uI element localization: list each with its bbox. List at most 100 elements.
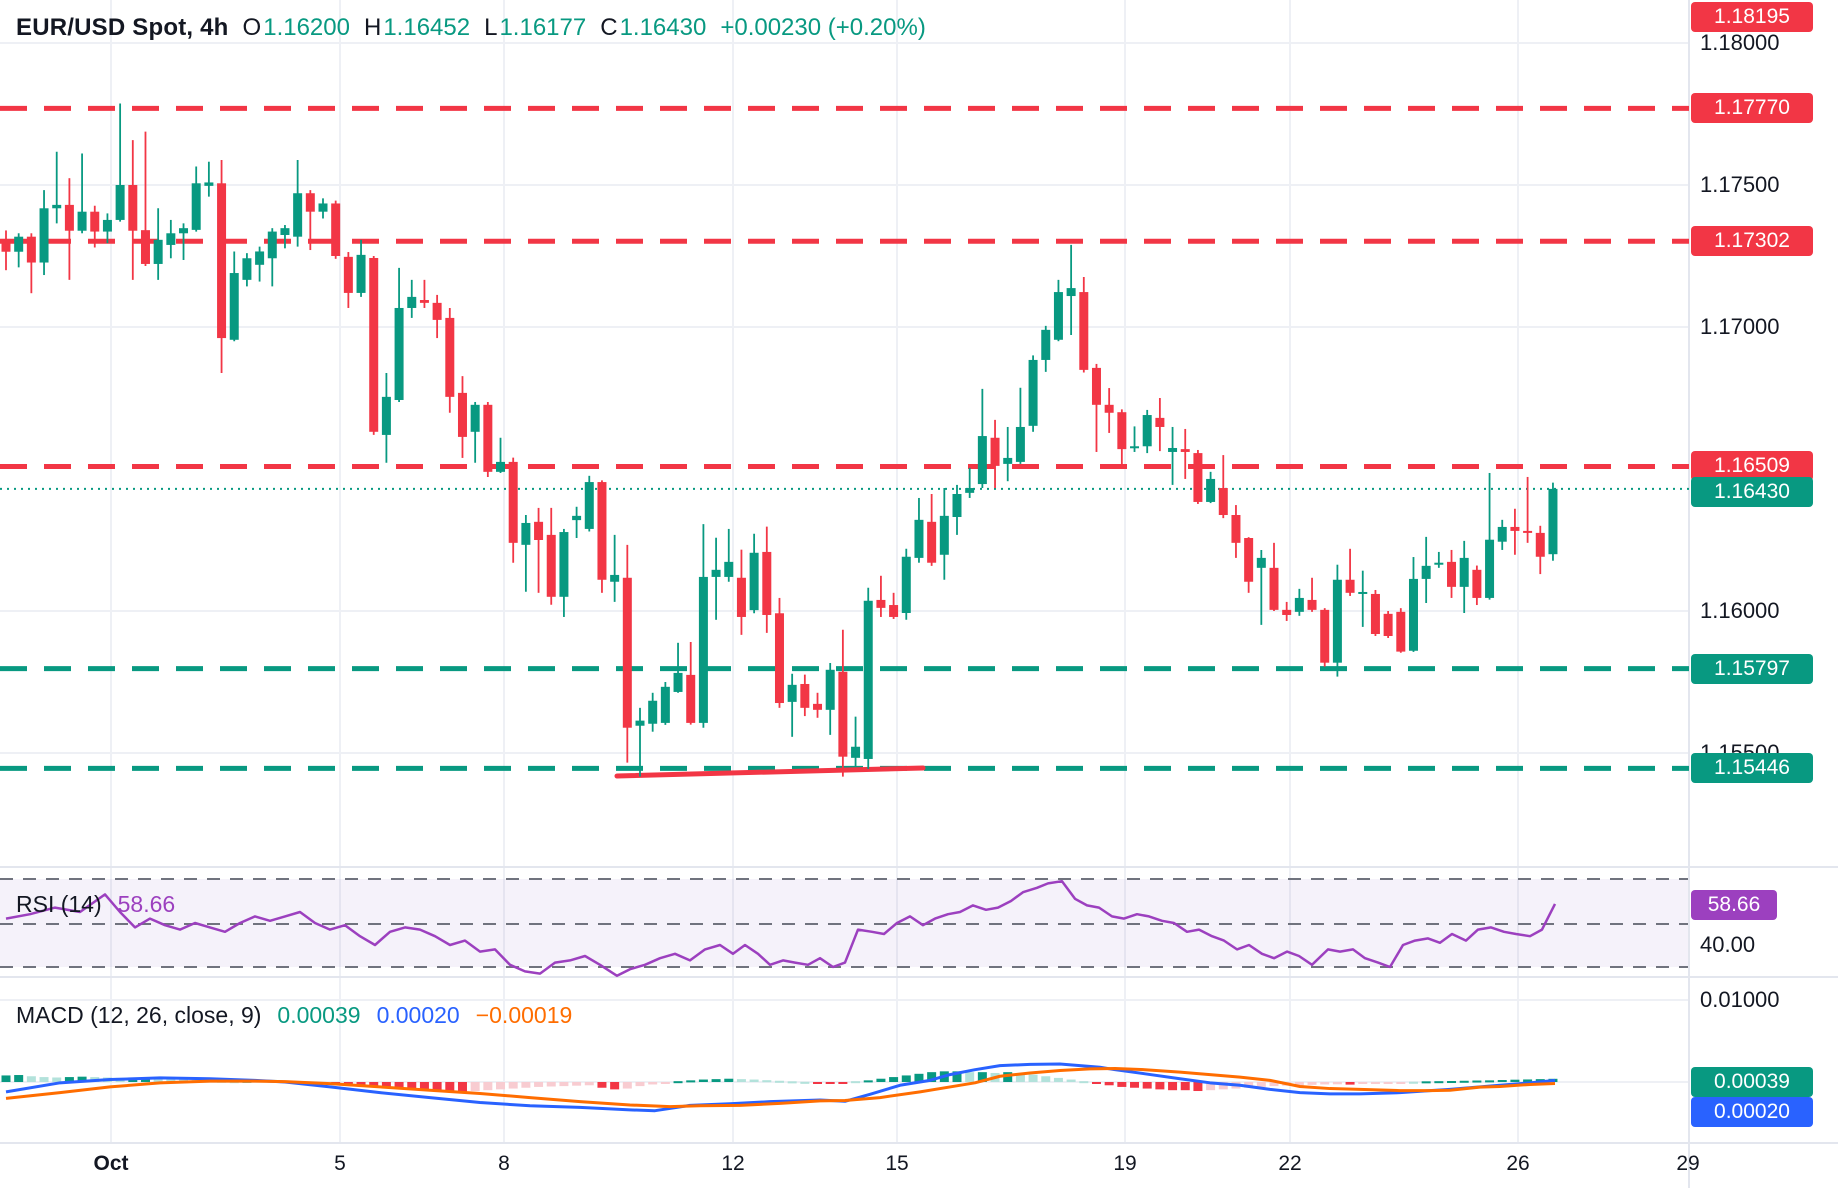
time-axis-label: 15 bbox=[885, 1152, 909, 1175]
macd-histogram-bar bbox=[356, 1082, 366, 1086]
candle-body bbox=[1358, 591, 1368, 594]
price-badge: 1.18195 bbox=[1691, 2, 1813, 32]
candle-body bbox=[293, 193, 303, 237]
macd-signal-line bbox=[5, 1066, 1556, 1109]
candle-body bbox=[1459, 557, 1469, 587]
macd-histogram-bar bbox=[1066, 1079, 1076, 1082]
candle-body bbox=[331, 203, 341, 256]
price-badge: 1.16509 bbox=[1691, 451, 1813, 481]
macd-histogram-bar bbox=[711, 1079, 721, 1082]
candle-body bbox=[1180, 449, 1190, 452]
macd-histogram-bar bbox=[1117, 1082, 1127, 1087]
candle-body bbox=[1041, 329, 1051, 360]
candle-body bbox=[965, 488, 975, 493]
open-value: 1.16200 bbox=[263, 14, 350, 41]
candle-body bbox=[1421, 565, 1431, 579]
macd-histogram-bar bbox=[762, 1080, 772, 1083]
candle-body bbox=[838, 671, 848, 757]
candle-body bbox=[1168, 447, 1178, 452]
candle-body bbox=[851, 746, 861, 758]
macd-histogram-bar bbox=[166, 1078, 176, 1082]
candle-body bbox=[698, 576, 708, 723]
candle-body bbox=[1206, 478, 1216, 502]
candle-body bbox=[724, 561, 734, 577]
candle-body bbox=[1535, 532, 1545, 557]
candle-body bbox=[1548, 488, 1558, 555]
candle-body bbox=[1345, 579, 1355, 593]
high-label: H bbox=[363, 14, 382, 41]
candle-body bbox=[153, 239, 163, 264]
candle-body bbox=[52, 204, 62, 209]
macd-histogram-bar bbox=[825, 1082, 835, 1084]
candle-body bbox=[610, 574, 620, 582]
candle-body bbox=[1130, 446, 1140, 449]
time-axis-label: 19 bbox=[1113, 1152, 1137, 1175]
macd-histogram-bar bbox=[445, 1082, 455, 1092]
macd-histogram-bar bbox=[1079, 1081, 1089, 1084]
macd-histogram-bar bbox=[1472, 1080, 1482, 1083]
time-axis-label: 12 bbox=[721, 1152, 745, 1175]
candle-body bbox=[102, 219, 112, 232]
macd-title: MACD (12, 26, close, 9) bbox=[16, 1002, 262, 1028]
price-badge: 0.00020 bbox=[1691, 1097, 1813, 1127]
macd-histogram-bar bbox=[673, 1081, 683, 1084]
macd-histogram-bar bbox=[1, 1075, 11, 1082]
macd-histogram-bar bbox=[483, 1082, 493, 1091]
macd-histogram-bar bbox=[1320, 1082, 1330, 1085]
candle-body bbox=[521, 522, 531, 545]
candle-body bbox=[749, 552, 759, 611]
candle-body bbox=[140, 230, 150, 264]
macd-histogram-bar bbox=[457, 1082, 467, 1092]
candle-body bbox=[305, 193, 315, 212]
rsi-title: RSI (14) bbox=[16, 891, 102, 917]
time-axis[interactable] bbox=[0, 1143, 1838, 1188]
candle-body bbox=[1193, 453, 1203, 502]
macd-histogram-bar bbox=[1370, 1082, 1380, 1084]
price-badge: 1.17770 bbox=[1691, 93, 1813, 123]
price-badge: 1.15446 bbox=[1691, 753, 1813, 783]
macd-histogram-bar bbox=[1015, 1072, 1025, 1082]
candle-body bbox=[470, 404, 480, 432]
macd-histogram-bar bbox=[153, 1077, 163, 1082]
ohlc-high: H 1.16452 bbox=[364, 14, 470, 42]
macd-hist-value: 0.00039 bbox=[277, 1002, 361, 1028]
candle-body bbox=[1155, 417, 1165, 427]
macd-histogram-bar bbox=[1041, 1076, 1051, 1082]
candle-body bbox=[407, 296, 417, 308]
macd-histogram-bar bbox=[800, 1081, 810, 1084]
macd-histogram-bar bbox=[965, 1072, 975, 1082]
symbol-header: EUR/USD Spot, 4h O 1.16200 H 1.16452 L 1.16… bbox=[16, 14, 926, 42]
candle-body bbox=[1028, 359, 1038, 426]
candle-body bbox=[800, 683, 810, 708]
candle-body bbox=[572, 515, 582, 521]
trendline bbox=[614, 765, 926, 779]
price-badge: 1.15797 bbox=[1691, 654, 1813, 684]
macd-histogram-bar bbox=[876, 1078, 886, 1082]
macd-histogram-bar bbox=[369, 1082, 379, 1087]
candle-body bbox=[445, 317, 455, 397]
close-value: 1.16430 bbox=[619, 14, 707, 41]
price-axis-label: 1.17500 bbox=[1700, 172, 1780, 197]
candle-body bbox=[1231, 515, 1241, 543]
candle-body bbox=[128, 185, 138, 231]
macd-histogram-bar bbox=[787, 1081, 797, 1084]
candle-body bbox=[736, 577, 746, 617]
low-label: L bbox=[484, 14, 498, 41]
open-label: O bbox=[242, 14, 262, 41]
macd-histogram-bar bbox=[26, 1076, 36, 1082]
time-axis-label: 22 bbox=[1278, 1152, 1302, 1175]
macd-histogram-bar bbox=[1218, 1082, 1228, 1090]
price-axis-label: 1.17000 bbox=[1700, 314, 1780, 339]
macd-histogram-bar bbox=[838, 1082, 848, 1084]
macd-histogram-bar bbox=[1003, 1072, 1013, 1082]
candle-body bbox=[90, 211, 100, 232]
macd-histogram-bar bbox=[52, 1077, 62, 1082]
time-axis-label: 8 bbox=[498, 1152, 510, 1175]
macd-histogram-bar bbox=[1053, 1077, 1063, 1082]
macd-histogram-bar bbox=[1091, 1082, 1101, 1084]
macd-histogram-bar bbox=[660, 1082, 670, 1084]
time-axis-label: 29 bbox=[1676, 1152, 1700, 1175]
macd-histogram-bar bbox=[407, 1082, 417, 1090]
candle-body bbox=[1079, 292, 1089, 370]
